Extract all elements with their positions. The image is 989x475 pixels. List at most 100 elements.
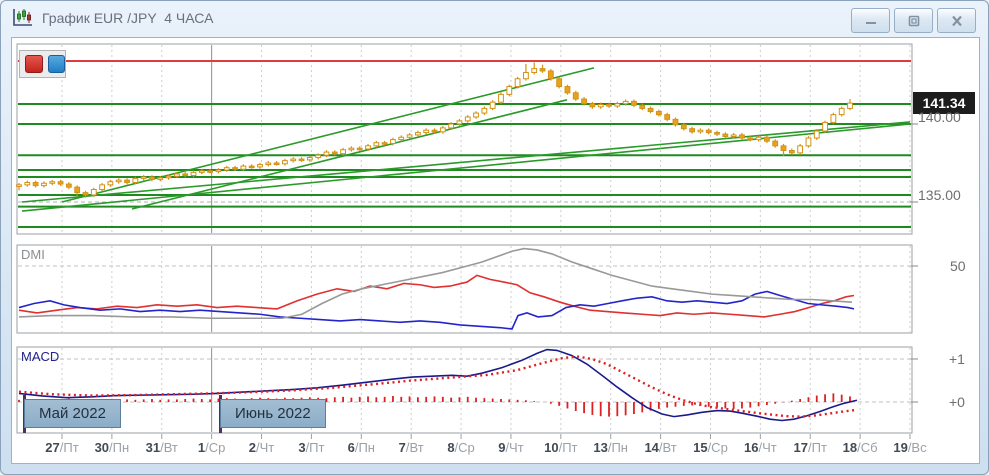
last-price-badge: 141.34 bbox=[913, 92, 975, 114]
candle bbox=[273, 162, 280, 165]
candle bbox=[664, 114, 671, 120]
day-label: 2/Чт bbox=[248, 440, 275, 455]
candle bbox=[257, 164, 263, 168]
candle bbox=[356, 147, 363, 151]
blue-square-button[interactable] bbox=[47, 55, 65, 73]
day-label: 17/Пт bbox=[793, 440, 827, 455]
candle bbox=[797, 145, 804, 154]
macd-panel-label: MACD bbox=[21, 349, 60, 364]
day-label: 1/Ср bbox=[197, 440, 226, 455]
candle bbox=[41, 182, 47, 187]
day-label: 30/Пн bbox=[94, 440, 130, 455]
candle bbox=[99, 184, 105, 191]
candle bbox=[531, 68, 538, 74]
candle bbox=[589, 103, 596, 108]
candle bbox=[414, 132, 421, 136]
candle bbox=[547, 70, 554, 80]
candle bbox=[481, 107, 488, 114]
day-label: 8/Ср bbox=[447, 440, 475, 455]
candle bbox=[489, 101, 496, 109]
price-tick-140: 140.00 bbox=[918, 109, 961, 125]
candle bbox=[49, 181, 56, 184]
candle bbox=[523, 72, 529, 80]
day-label: 3/Пт bbox=[298, 440, 325, 455]
candle bbox=[32, 182, 39, 187]
candle bbox=[57, 181, 64, 185]
candle bbox=[755, 136, 762, 141]
candle bbox=[822, 121, 828, 132]
candle bbox=[223, 167, 230, 171]
day-label: 6/Пн bbox=[347, 440, 375, 455]
candle bbox=[165, 175, 172, 179]
candle bbox=[16, 184, 22, 187]
dmi-tick-50: 50 bbox=[950, 258, 966, 274]
candle bbox=[24, 182, 31, 186]
dmi-adx bbox=[18, 247, 853, 320]
candle bbox=[680, 124, 687, 130]
candle bbox=[124, 179, 130, 184]
candle bbox=[764, 136, 770, 142]
candle bbox=[298, 158, 305, 162]
candle bbox=[173, 173, 180, 177]
candle bbox=[639, 104, 646, 109]
candle bbox=[431, 129, 438, 133]
candle bbox=[198, 170, 205, 173]
candle bbox=[506, 86, 513, 95]
candle bbox=[847, 102, 853, 109]
close-button[interactable] bbox=[937, 8, 976, 33]
candle bbox=[82, 192, 89, 196]
titlebar[interactable]: График EUR /JPY 4 ЧАСА bbox=[1, 1, 988, 35]
candle bbox=[348, 147, 355, 151]
candle bbox=[448, 123, 455, 129]
candle bbox=[390, 139, 396, 144]
candle bbox=[406, 134, 413, 138]
day-label: 9/Чт bbox=[498, 440, 524, 455]
candle bbox=[115, 179, 122, 183]
candle bbox=[282, 160, 288, 165]
day-label: 31/Вт bbox=[145, 440, 178, 455]
dmi-plus-di bbox=[18, 274, 855, 318]
candle bbox=[838, 107, 845, 116]
candle bbox=[813, 130, 820, 139]
candle bbox=[232, 167, 238, 170]
candle bbox=[572, 92, 579, 100]
month-badge-june: Июнь 2022 bbox=[220, 399, 326, 428]
candle bbox=[215, 169, 222, 173]
window-title: График EUR /JPY 4 ЧАСА bbox=[42, 10, 214, 26]
candle bbox=[564, 86, 571, 94]
day-label: 19/Вс bbox=[893, 440, 927, 455]
candle bbox=[315, 154, 322, 159]
candle bbox=[381, 142, 388, 145]
candle bbox=[614, 103, 621, 107]
candle bbox=[689, 128, 696, 133]
candle bbox=[456, 120, 463, 125]
candle bbox=[473, 112, 479, 118]
red-square-button[interactable] bbox=[25, 55, 43, 73]
candle bbox=[556, 78, 563, 88]
candle bbox=[74, 186, 81, 194]
candle bbox=[498, 93, 504, 103]
candle bbox=[90, 189, 97, 196]
candle bbox=[697, 129, 704, 133]
candle bbox=[672, 118, 679, 126]
candle bbox=[647, 107, 654, 113]
candle bbox=[714, 132, 720, 135]
candle bbox=[157, 177, 164, 180]
candle bbox=[805, 137, 812, 147]
candle bbox=[581, 98, 587, 105]
macd-signal-line bbox=[18, 355, 858, 418]
candle bbox=[606, 104, 612, 107]
dmi-panel-label: DMI bbox=[21, 247, 45, 262]
day-label: 13/Пн bbox=[593, 440, 628, 455]
candlestick-chart-icon bbox=[13, 9, 32, 26]
chart-canvas[interactable] bbox=[12, 38, 979, 463]
day-label: 16/Чт bbox=[743, 440, 777, 455]
candle bbox=[240, 165, 247, 170]
minimize-icon bbox=[865, 21, 876, 24]
candle bbox=[730, 134, 737, 137]
minimize-button[interactable] bbox=[851, 8, 890, 33]
month-badge-may: Май 2022 bbox=[24, 399, 121, 428]
candle bbox=[514, 78, 521, 88]
restore-button[interactable] bbox=[894, 8, 933, 33]
day-label: 14/Вт bbox=[644, 440, 677, 455]
